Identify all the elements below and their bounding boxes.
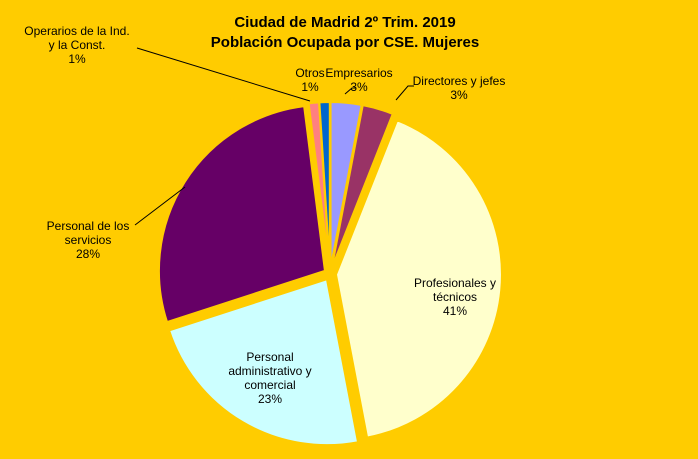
value-label: 41% xyxy=(442,304,468,318)
data-label: Operarios de la Ind. y la Const. 1% xyxy=(22,24,132,66)
value-label: 1% xyxy=(68,52,86,66)
value-label: 3% xyxy=(350,80,368,94)
data-label: Empresarios 3% xyxy=(319,66,399,94)
data-label: Profesionales y técnicos 41% xyxy=(400,276,510,318)
category-label: Otros xyxy=(295,66,325,80)
leader-line xyxy=(136,47,311,102)
value-label: 3% xyxy=(450,88,468,102)
category-label: Empresarios xyxy=(325,66,393,80)
pie-slice xyxy=(330,104,395,269)
value-label: 1% xyxy=(301,80,319,94)
pie-slice xyxy=(334,118,503,439)
chart-title: Ciudad de Madrid 2º Trim. 2019 xyxy=(234,14,456,31)
leader-line xyxy=(344,87,356,95)
value-label: 28% xyxy=(75,247,101,261)
category-label: Directores y jefes xyxy=(412,74,506,88)
chart-subtitle: Población Ocupada por CSE. Mujeres xyxy=(210,34,480,51)
leader-line xyxy=(395,85,414,101)
category-label: Operarios de la Ind. y la Const. xyxy=(24,24,130,52)
pie-slice xyxy=(318,101,331,269)
category-label: Personal administrativo y comercial xyxy=(228,350,312,392)
category-label: Personal de los servicios xyxy=(46,219,130,247)
data-label: Personal administrativo y comercial 23% xyxy=(215,350,325,406)
pie-slice xyxy=(157,104,327,324)
data-label: Personal de los servicios 28% xyxy=(33,219,143,261)
data-label: Directores y jefes 3% xyxy=(399,74,519,102)
data-label: Otros 1% xyxy=(290,66,330,94)
category-label: Profesionales y técnicos xyxy=(413,276,497,304)
value-label: 23% xyxy=(257,392,283,406)
leader-line xyxy=(134,186,186,226)
pie-slice xyxy=(167,277,360,447)
